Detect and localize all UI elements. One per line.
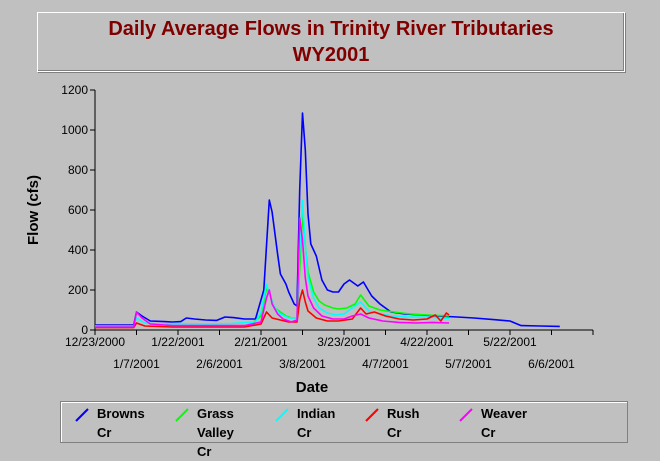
- x-axis-label: Date: [296, 379, 329, 396]
- y-tick-label: 1000: [61, 123, 88, 137]
- legend-line-icon: [459, 408, 473, 422]
- series-line-1: [252, 213, 450, 324]
- legend-label: Grass Valley Cr: [197, 404, 234, 461]
- legend-label-line: Browns: [97, 406, 145, 421]
- axes: 0 200 400 600 800 1000 1200 12/23/2000 1/7/2001 1…: [61, 83, 594, 371]
- legend-label: Weaver Cr: [481, 404, 527, 442]
- legend-label-line: Rush Cr: [387, 406, 420, 440]
- x-tick-label: 2/6/2001: [196, 357, 243, 371]
- x-tick-label: 6/6/2001: [528, 357, 575, 371]
- chart-title: Daily Average Flows in Trinity River Tri…: [108, 18, 554, 40]
- legend-label: Indian Cr: [297, 404, 335, 442]
- legend-label-line: Cr: [481, 425, 496, 440]
- x-tick-label: 4/22/2001: [400, 335, 454, 349]
- y-tick-label: 1200: [61, 83, 88, 97]
- x-tick-label: 2/21/2001: [234, 335, 288, 349]
- legend-label-line: Weaver: [481, 406, 528, 421]
- chart-title-box: Daily Average Flows in Trinity River Tri…: [37, 12, 625, 72]
- y-tick-label: 200: [68, 283, 88, 297]
- legend-label-line: Indian Cr: [297, 406, 336, 440]
- legend-line-icon: [275, 408, 289, 422]
- x-tick-label: 5/7/2001: [445, 357, 492, 371]
- x-tick-label: 1/7/2001: [113, 357, 160, 371]
- x-tick-label: 3/23/2001: [317, 335, 371, 349]
- legend: Browns Cr Grass Valley Cr Indian Cr Rush Cr We…: [60, 401, 628, 459]
- x-tick-label: 4/7/2001: [362, 357, 409, 371]
- legend-line-icon: [365, 408, 379, 422]
- y-tick-label: 0: [81, 323, 88, 337]
- y-tick-label: 400: [68, 243, 88, 257]
- legend-line-icon: [75, 408, 89, 422]
- y-tick-label: 600: [68, 203, 88, 217]
- x-tick-label: 12/23/2000: [65, 335, 125, 349]
- legend-label-line: Cr: [97, 425, 112, 440]
- legend-label: Browns Cr: [97, 404, 145, 442]
- y-axis-label: Flow (cfs): [25, 175, 42, 245]
- series-line-0: [95, 112, 560, 328]
- chart-subtitle: WY2001: [292, 44, 370, 66]
- x-tick-label: 1/22/2001: [151, 335, 205, 349]
- y-tick-label: 800: [68, 163, 88, 177]
- legend-label-line: Grass: [197, 406, 234, 421]
- x-tick-label: 3/8/2001: [279, 357, 326, 371]
- series-line-3: [95, 289, 450, 329]
- x-tick-label: 5/22/2001: [483, 335, 537, 349]
- series-line-4: [95, 217, 450, 328]
- chart-plot: 0 200 400 600 800 1000 1200 12/23/2000 1/7/2001 1…: [25, 83, 594, 396]
- legend-label-line: Valley Cr: [197, 425, 234, 459]
- series-line-2: [95, 199, 450, 327]
- series-lines: [95, 112, 560, 329]
- legend-line-icon: [175, 408, 189, 422]
- legend-label: Rush Cr: [387, 404, 420, 442]
